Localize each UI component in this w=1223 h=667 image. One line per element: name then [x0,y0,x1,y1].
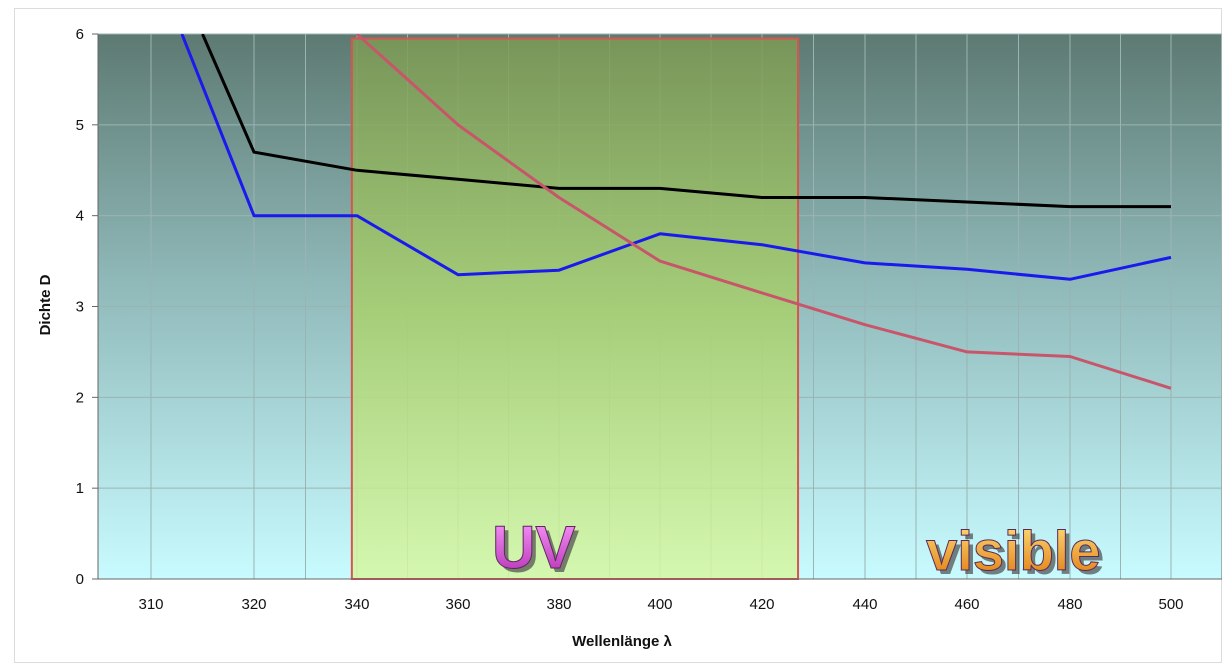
y-tick-label: 1 [76,480,84,497]
x-tick-label: 500 [1158,596,1183,613]
y-tick-label: 6 [76,26,84,43]
data-series [180,34,1172,390]
x-tick-label: 310 [138,596,163,613]
x-tick-label: 480 [1057,596,1082,613]
series-line-2 [180,34,1172,281]
y-tick-label: 0 [76,571,84,588]
x-tick-label: 360 [445,596,470,613]
y-tick-label: 5 [76,117,84,134]
y-tick-label: 4 [76,208,84,225]
x-tick-label: 400 [647,596,672,613]
x-tick-label: 380 [546,596,571,613]
uv-band-label-shadow: UV [496,518,579,585]
y-tick-label: 2 [76,389,84,406]
x-tick-label: 420 [749,596,774,613]
x-tick-label: 320 [241,596,266,613]
series-line-3 [355,34,1172,390]
axes: 0 1 2 3 4 5 6 310 320 340 360 380 400 420 440 460 480 500 [76,26,1222,613]
x-tick-label: 460 [954,596,979,613]
uv-band [350,37,800,580]
y-tick-label: 3 [76,299,84,316]
series-line-1 [201,34,1171,209]
visible-band-label-shadow: visible [930,523,1104,586]
uv-band-label: UV [492,514,575,581]
y-axis-title: Dichte D [37,274,54,335]
visible-band-label: visible [926,519,1100,582]
x-tick-label: 340 [344,596,369,613]
x-tick-label: 440 [852,596,877,613]
x-axis-title: Wellenlänge λ [572,633,672,650]
